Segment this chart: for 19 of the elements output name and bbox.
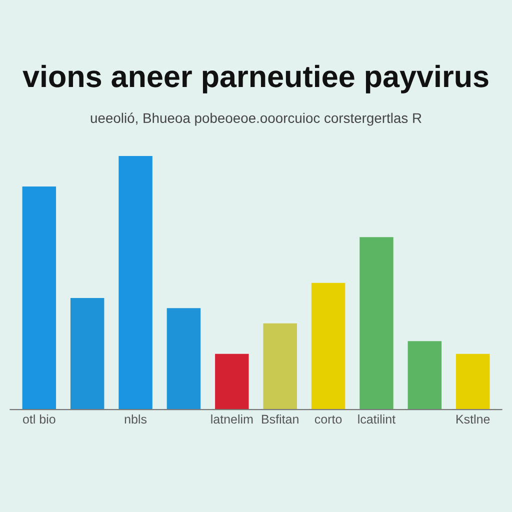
bar (408, 341, 442, 410)
x-tick-label: lcatilint (358, 414, 396, 424)
chart-subtitle: ueeolió, Bhueoa pobeoeoe.ooorcuioc corstergertlas R (90, 112, 422, 126)
bar (22, 186, 56, 410)
bar (118, 156, 152, 410)
x-tick-label: corto (314, 415, 342, 424)
x-tick-label: Kstlne (456, 414, 490, 424)
x-tick-label: otl bio (23, 414, 56, 424)
bar (70, 298, 104, 410)
x-tick-label: latnelim (211, 414, 253, 424)
chart-title: vions aneer parneutiee payvirus (22, 64, 488, 94)
bar (215, 354, 249, 410)
bar (360, 237, 394, 410)
bar (456, 354, 490, 410)
x-tick-label: nbls (124, 414, 147, 424)
x-tick-label: Bsfitan (262, 414, 298, 424)
bar (311, 282, 346, 410)
bar (263, 323, 297, 410)
bar (166, 308, 201, 410)
